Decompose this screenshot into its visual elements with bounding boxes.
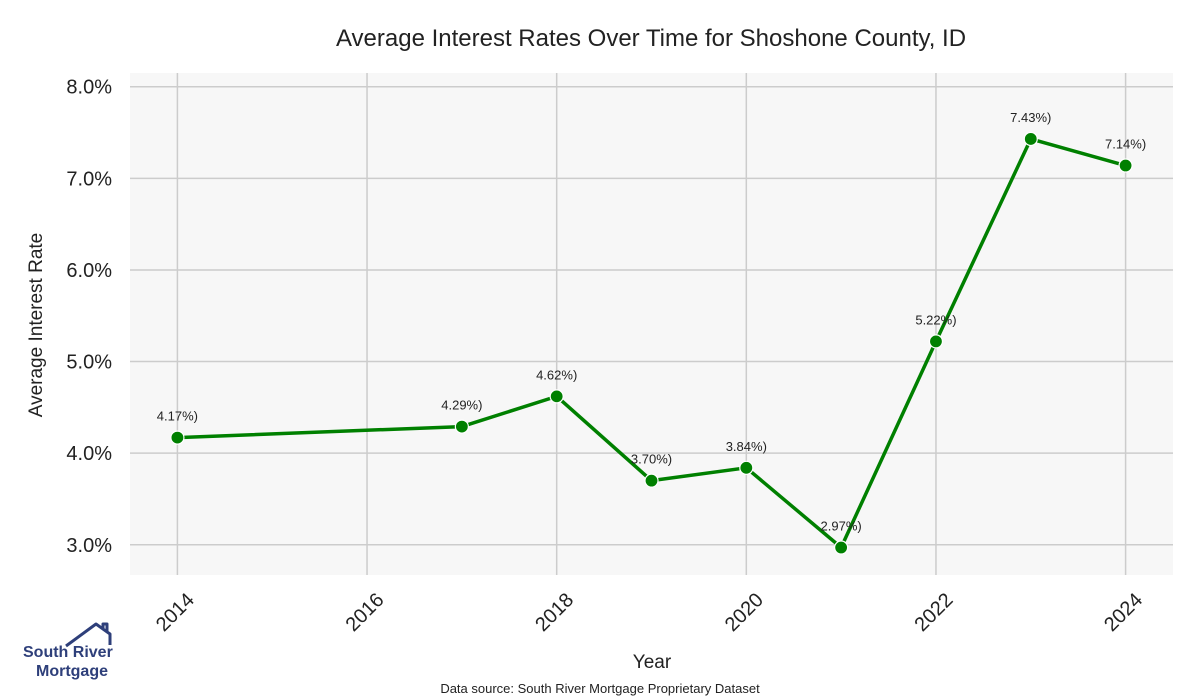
data-point xyxy=(170,430,185,445)
x-tick-label: 2016 xyxy=(342,589,389,636)
data-label: 4.62%) xyxy=(536,367,577,382)
data-point xyxy=(834,540,849,555)
chart-title: Average Interest Rates Over Time for Sho… xyxy=(336,25,966,52)
x-axis-label: Year xyxy=(633,652,672,673)
logo-line-2: Mortgage xyxy=(36,663,108,680)
y-tick-label: 6.0% xyxy=(66,260,112,282)
data-labels: 4.17%) 4.29%) 4.62%) 3.70%) 3.84%) 2.97%) 5.22… xyxy=(157,110,1146,534)
data-points xyxy=(170,131,1133,555)
data-point xyxy=(739,460,754,475)
plot-area xyxy=(130,73,1173,575)
x-tick-label: 2020 xyxy=(721,589,768,636)
data-label: 4.17%) xyxy=(157,409,198,424)
x-tick-label: 2018 xyxy=(531,589,578,636)
y-tick-label: 8.0% xyxy=(66,77,112,99)
data-label: 2.97%) xyxy=(821,519,862,534)
data-point xyxy=(549,389,564,404)
y-axis-label: Average Interest Rate xyxy=(26,233,47,417)
data-point xyxy=(928,334,944,349)
x-tick-label: 2022 xyxy=(910,589,957,636)
data-label: 5.22%) xyxy=(915,312,956,327)
data-source-note: Data source: South River Mortgage Propri… xyxy=(440,681,760,696)
data-label: 7.14%) xyxy=(1105,137,1146,152)
data-label: 3.84%) xyxy=(726,439,767,454)
data-point xyxy=(1023,131,1038,147)
y-tick-label: 5.0% xyxy=(66,352,112,374)
data-label: 4.29%) xyxy=(441,398,482,413)
y-tick-label: 4.0% xyxy=(66,443,112,465)
data-point xyxy=(1118,158,1133,173)
house-roof-icon xyxy=(65,622,112,648)
x-tick-label: 2024 xyxy=(1100,589,1147,636)
y-tick-label: 7.0% xyxy=(66,168,112,190)
x-tick-label: 2014 xyxy=(152,589,199,636)
data-point xyxy=(454,419,469,434)
data-label: 7.43%) xyxy=(1010,110,1051,125)
data-label: 3.70%) xyxy=(631,452,672,467)
grid xyxy=(130,73,1173,575)
company-logo: South River Mortgage xyxy=(23,622,113,680)
y-tick-label: 3.0% xyxy=(66,535,112,557)
data-point xyxy=(644,473,659,488)
logo-line-1: South River xyxy=(23,644,113,661)
